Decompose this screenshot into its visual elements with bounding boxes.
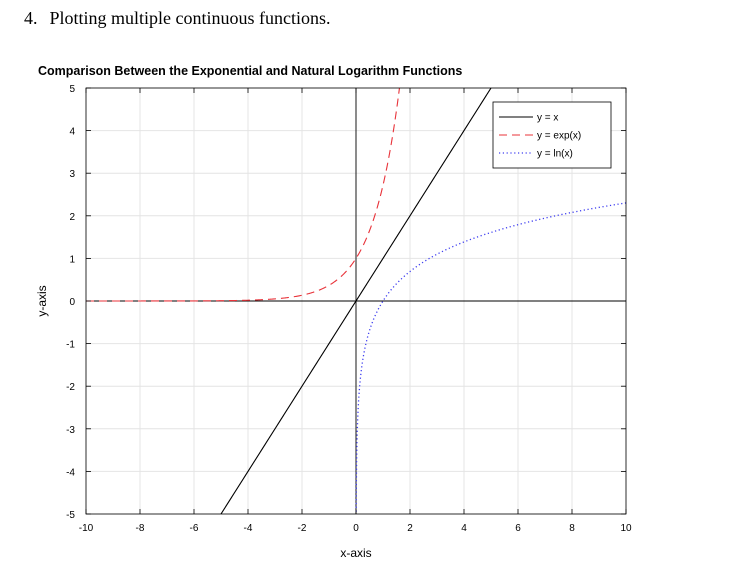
x-tick-label: -10 xyxy=(79,523,94,534)
problem-text: Plotting multiple continuous functions. xyxy=(49,8,331,28)
x-tick-label: 8 xyxy=(569,523,575,534)
y-tick-label: 4 xyxy=(69,127,75,138)
legend-label-0: y = x xyxy=(537,113,558,124)
legend-label-1: y = exp(x) xyxy=(537,131,581,142)
x-tick-label: -2 xyxy=(298,523,307,534)
x-tick-label: 4 xyxy=(461,523,467,534)
ticks xyxy=(85,87,627,515)
x-tick-label: -4 xyxy=(244,523,253,534)
series-line-0 xyxy=(220,88,492,514)
series-line-2 xyxy=(355,202,626,514)
x-tick-label: 0 xyxy=(353,523,359,534)
problem-number: 4. xyxy=(24,8,38,28)
x-tick-label: -6 xyxy=(190,523,199,534)
legend: y = x y = exp(x) y = ln(x) xyxy=(492,101,612,169)
legend-label-2: y = ln(x) xyxy=(537,149,573,160)
x-tick-labels: -10 -8 -6 -4 -2 0 2 4 6 8 10 xyxy=(79,523,632,534)
x-tick-label: 6 xyxy=(515,523,521,534)
y-tick-label: 0 xyxy=(69,297,75,308)
y-tick-label: -5 xyxy=(66,510,75,521)
y-tick-label: -2 xyxy=(66,382,75,393)
y-tick-label: -1 xyxy=(66,340,75,351)
y-tick-label: 2 xyxy=(69,212,75,223)
series-group xyxy=(86,88,626,514)
chart-title: Comparison Between the Exponential and N… xyxy=(38,64,462,78)
x-tick-label: 2 xyxy=(407,523,413,534)
y-tick-label: -4 xyxy=(66,467,75,478)
y-axis-label: y-axis xyxy=(35,285,49,316)
x-tick-label: -8 xyxy=(136,523,145,534)
y-tick-label: -3 xyxy=(66,425,75,436)
problem-heading: 4. Plotting multiple continuous functions… xyxy=(24,8,331,29)
y-tick-labels: -5 -4 -3 -2 -1 0 1 2 3 4 5 xyxy=(66,84,75,521)
x-axis-label: x-axis xyxy=(340,546,371,560)
y-tick-label: 1 xyxy=(69,254,75,265)
y-tick-label: 5 xyxy=(69,84,75,95)
x-tick-label: 10 xyxy=(620,523,632,534)
y-tick-label: 3 xyxy=(69,169,75,180)
